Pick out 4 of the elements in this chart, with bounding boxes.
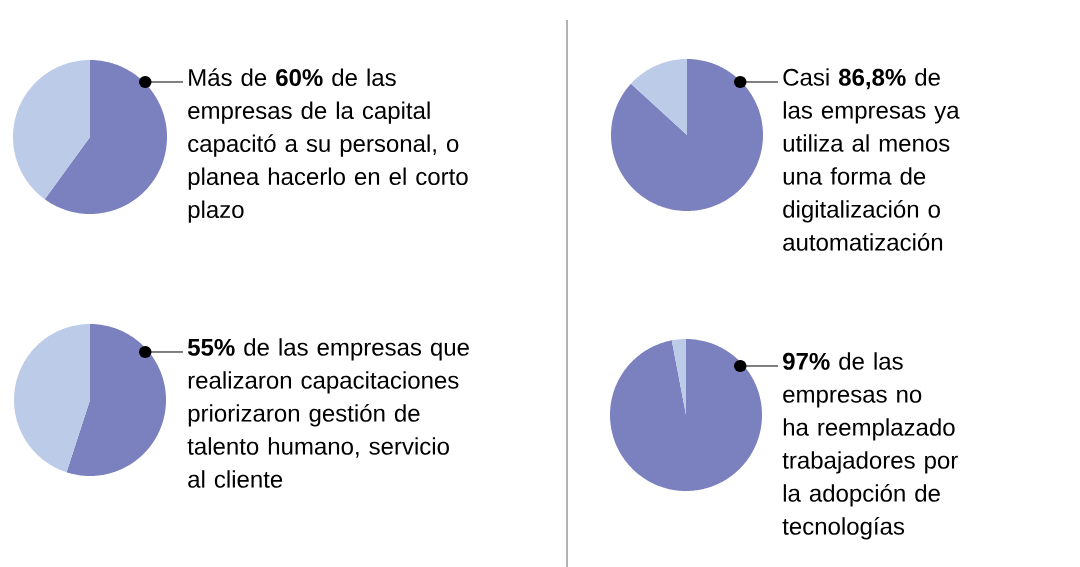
text: 97% de las empresas no ha reemplazado trabajadores por la adopción de tecnologías — [782, 352, 958, 540]
text: Más de 60% de las empresas de la capital capacitó a su personal, o planea hacerlo en el corto plazo — [188, 68, 468, 223]
text: Casi 86,8% de las empresas ya utiliza al menos una forma de digitalización o automatización — [783, 68, 960, 251]
text: 55% de las empresas que realizaron capacitaciones priorizaron gestión de talento humano, servicio al cliente — [187, 338, 469, 488]
